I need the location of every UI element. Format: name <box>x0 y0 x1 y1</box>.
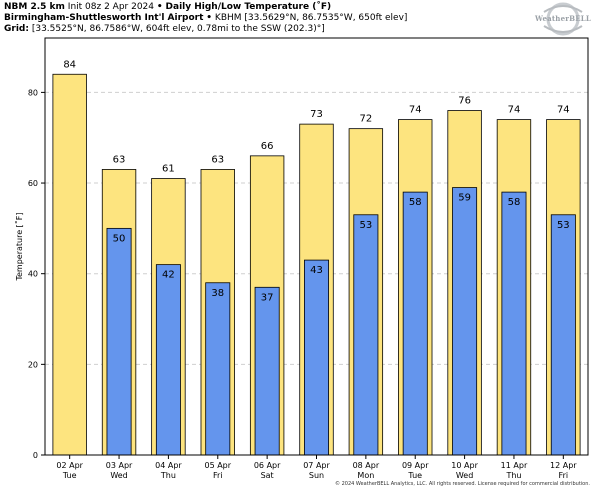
x-tick-label-date: 04 Apr <box>155 461 182 470</box>
y-tick-label: 80 <box>28 88 38 97</box>
x-tick-label-day: Mon <box>357 471 374 480</box>
header-separator: • <box>206 13 213 23</box>
low-temp-label: 42 <box>162 270 175 281</box>
station-location: KBHM [33.5629°N, 86.7535°W, 650ft elev] <box>214 13 408 23</box>
x-tick-label-date: 02 Apr <box>56 461 83 470</box>
high-temp-label: 61 <box>162 164 175 175</box>
low-temp-label: 58 <box>508 197 521 208</box>
x-tick-label-day: Thu <box>160 471 176 480</box>
low-temp-label: 53 <box>557 220 570 231</box>
x-tick-label-date: 11 Apr <box>501 461 528 470</box>
x-tick-label-day: Wed <box>456 471 473 480</box>
logo-text: WeatherBELL <box>534 14 592 23</box>
header-line-3: Grid: [33.5525°N, 86.7586°W, 604ft elev,… <box>4 24 325 35</box>
x-tick-label-day: Wed <box>110 471 127 480</box>
x-tick-label-day: Tue <box>62 471 77 480</box>
low-temp-label: 58 <box>409 197 422 208</box>
low-temp-label: 59 <box>458 193 471 204</box>
header-separator: • <box>156 2 163 12</box>
high-temp-label: 74 <box>508 105 521 116</box>
y-tick-label: 0 <box>33 451 38 460</box>
low-temp-bar <box>452 187 478 456</box>
weatherbell-swirl-logo-icon <box>543 2 583 36</box>
y-tick-label: 40 <box>28 270 38 279</box>
low-temp-bar <box>155 264 181 456</box>
high-temp-bar <box>52 73 87 456</box>
low-temp-bar <box>353 214 379 456</box>
low-temp-bar <box>304 259 329 456</box>
y-tick-label: 60 <box>28 179 38 188</box>
high-temp-label: 76 <box>458 96 471 107</box>
low-temp-bar <box>254 286 280 456</box>
x-tick-label-date: 07 Apr <box>303 461 330 470</box>
high-temp-label: 63 <box>113 154 126 165</box>
low-temp-label: 53 <box>359 220 372 231</box>
high-temp-label: 74 <box>557 105 570 116</box>
x-tick-label-date: 08 Apr <box>353 461 380 470</box>
y-tick-label: 20 <box>28 360 38 369</box>
x-tick-label-date: 12 Apr <box>550 461 577 470</box>
x-tick-label-day: Sun <box>309 471 324 480</box>
station-name: Birmingham-Shuttlesworth Int'l Airport <box>4 13 204 23</box>
copyright-notice: © 2024 WeatherBELL Analytics, LLC. All r… <box>335 481 590 487</box>
high-temp-label: 66 <box>261 141 274 152</box>
high-temp-label: 72 <box>359 114 372 125</box>
x-tick-label-day: Thu <box>505 471 521 480</box>
low-temp-bar <box>402 191 428 456</box>
x-tick-label-date: 09 Apr <box>402 461 429 470</box>
high-temp-label: 63 <box>211 154 224 165</box>
x-tick-label-date: 05 Apr <box>204 461 231 470</box>
low-temp-label: 37 <box>261 292 274 303</box>
x-tick-label-day: Tue <box>407 471 422 480</box>
model-name: NBM 2.5 km <box>4 2 65 12</box>
x-tick-label-day: Sat <box>261 471 274 480</box>
plot-frame <box>44 37 589 456</box>
high-temp-label: 74 <box>409 105 422 116</box>
low-temp-bar <box>205 282 231 456</box>
header-line-1: NBM 2.5 km Init 08z 2 Apr 2024 • Daily H… <box>4 2 331 13</box>
x-tick-label-date: 10 Apr <box>451 461 478 470</box>
low-temp-bar <box>550 214 576 456</box>
x-tick-label-day: Fri <box>213 471 223 480</box>
low-temp-label: 38 <box>211 288 224 299</box>
x-tick-label-date: 06 Apr <box>254 461 281 470</box>
low-temp-label: 50 <box>113 233 126 244</box>
y-axis-label: Temperature [˚F] <box>14 212 24 281</box>
x-tick-label-day: Fri <box>559 471 569 480</box>
low-temp-label: 43 <box>310 265 323 276</box>
high-temp-label: 73 <box>310 109 323 120</box>
init-time: Init 08z 2 Apr 2024 <box>67 2 155 12</box>
low-temp-bar <box>501 191 527 456</box>
header-line-2: Birmingham-Shuttlesworth Int'l Airport •… <box>4 13 407 24</box>
grid-label: Grid: <box>4 24 29 34</box>
grid-location: [33.5525°N, 86.7586°W, 604ft elev, 0.78m… <box>31 24 325 34</box>
product-title: Daily High/Low Temperature (˚F) <box>165 2 332 12</box>
high-temp-label: 84 <box>63 59 76 70</box>
weatherbell-logo: WeatherBELL <box>530 2 596 36</box>
low-temp-bar <box>106 227 132 456</box>
x-tick-label-date: 03 Apr <box>106 461 133 470</box>
